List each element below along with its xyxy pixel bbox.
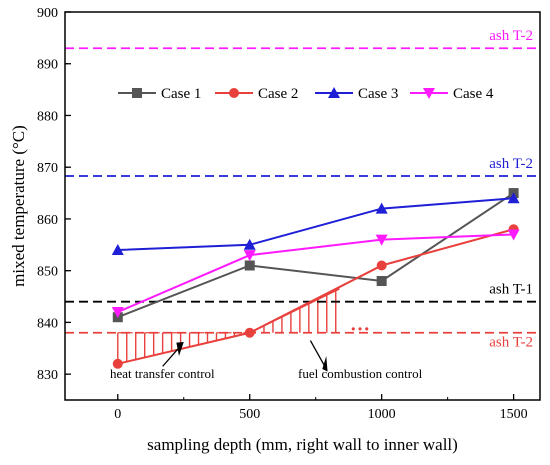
x-tick-label: 500 bbox=[239, 407, 260, 422]
fuel-combustion-arrowhead bbox=[322, 356, 328, 372]
series-line bbox=[117, 228, 514, 365]
heat-transfer-label: heat transfer control bbox=[110, 366, 215, 381]
x-tick-label: 0 bbox=[114, 407, 121, 422]
reference-line-label: ash T-2 bbox=[489, 28, 533, 44]
legend-label: Case 1 bbox=[161, 86, 201, 102]
axes: 830 840 850 860 870 880 890 900 0 500 1000 1500 samp… bbox=[9, 6, 541, 454]
series-line bbox=[117, 197, 514, 251]
data-point bbox=[112, 358, 123, 369]
plot-frame bbox=[64, 11, 541, 401]
data-point bbox=[244, 327, 255, 338]
series-layer bbox=[111, 188, 520, 369]
data-point bbox=[243, 238, 256, 250]
reference-line-label: ash T-1 bbox=[489, 282, 533, 298]
reference-lines: ash T-2 ash T-2 ash T-1 ash T-2 bbox=[65, 28, 540, 351]
heat-transfer-arrow bbox=[162, 347, 179, 367]
fuel-combustion-label: fuel combustion control bbox=[298, 366, 423, 381]
data-point bbox=[376, 260, 387, 271]
data-point bbox=[243, 250, 256, 262]
data-point bbox=[507, 192, 520, 204]
legend-marker bbox=[132, 88, 142, 98]
y-tick-label: 850 bbox=[37, 265, 58, 280]
data-point bbox=[376, 276, 387, 287]
fuel-combustion-arrow bbox=[309, 340, 327, 370]
legend-label: Case 4 bbox=[453, 86, 494, 102]
y-tick-label: 880 bbox=[37, 109, 58, 124]
y-tick-label: 890 bbox=[37, 58, 58, 73]
y-tick-label: 870 bbox=[37, 161, 58, 176]
x-tick-label: 1500 bbox=[500, 407, 528, 422]
data-point bbox=[375, 234, 388, 246]
data-point bbox=[507, 229, 520, 241]
hatch-layer bbox=[117, 288, 340, 364]
data-point bbox=[244, 260, 255, 271]
legend-marker bbox=[423, 88, 435, 99]
legend-marker bbox=[229, 88, 239, 98]
y-tick-label: 900 bbox=[37, 6, 58, 21]
x-tick-label: 1000 bbox=[368, 407, 396, 422]
y-tick-label: 860 bbox=[37, 213, 58, 228]
legend: Case 1 Case 2 Case 3 Case 4 bbox=[118, 86, 494, 102]
data-point bbox=[375, 202, 388, 214]
x-axis-title: sampling depth (mm, right wall to inner … bbox=[147, 435, 458, 454]
ellipsis-label: … bbox=[350, 314, 370, 336]
series-line bbox=[117, 233, 514, 313]
legend-label: Case 2 bbox=[258, 86, 298, 102]
y-tick-label: 840 bbox=[37, 316, 58, 331]
heat-transfer-arrowhead bbox=[176, 342, 184, 357]
data-point bbox=[111, 307, 124, 319]
legend-marker bbox=[328, 87, 340, 98]
y-tick-label: 830 bbox=[37, 368, 58, 383]
y-axis-title: mixed temperature (°C) bbox=[9, 125, 28, 287]
reference-line-label: ash T-2 bbox=[489, 335, 533, 351]
legend-label: Case 3 bbox=[358, 86, 398, 102]
data-point bbox=[111, 243, 124, 255]
annotations: … heat transfer control fuel combustion co… bbox=[110, 314, 423, 381]
reference-line-label: ash T-2 bbox=[489, 156, 533, 172]
